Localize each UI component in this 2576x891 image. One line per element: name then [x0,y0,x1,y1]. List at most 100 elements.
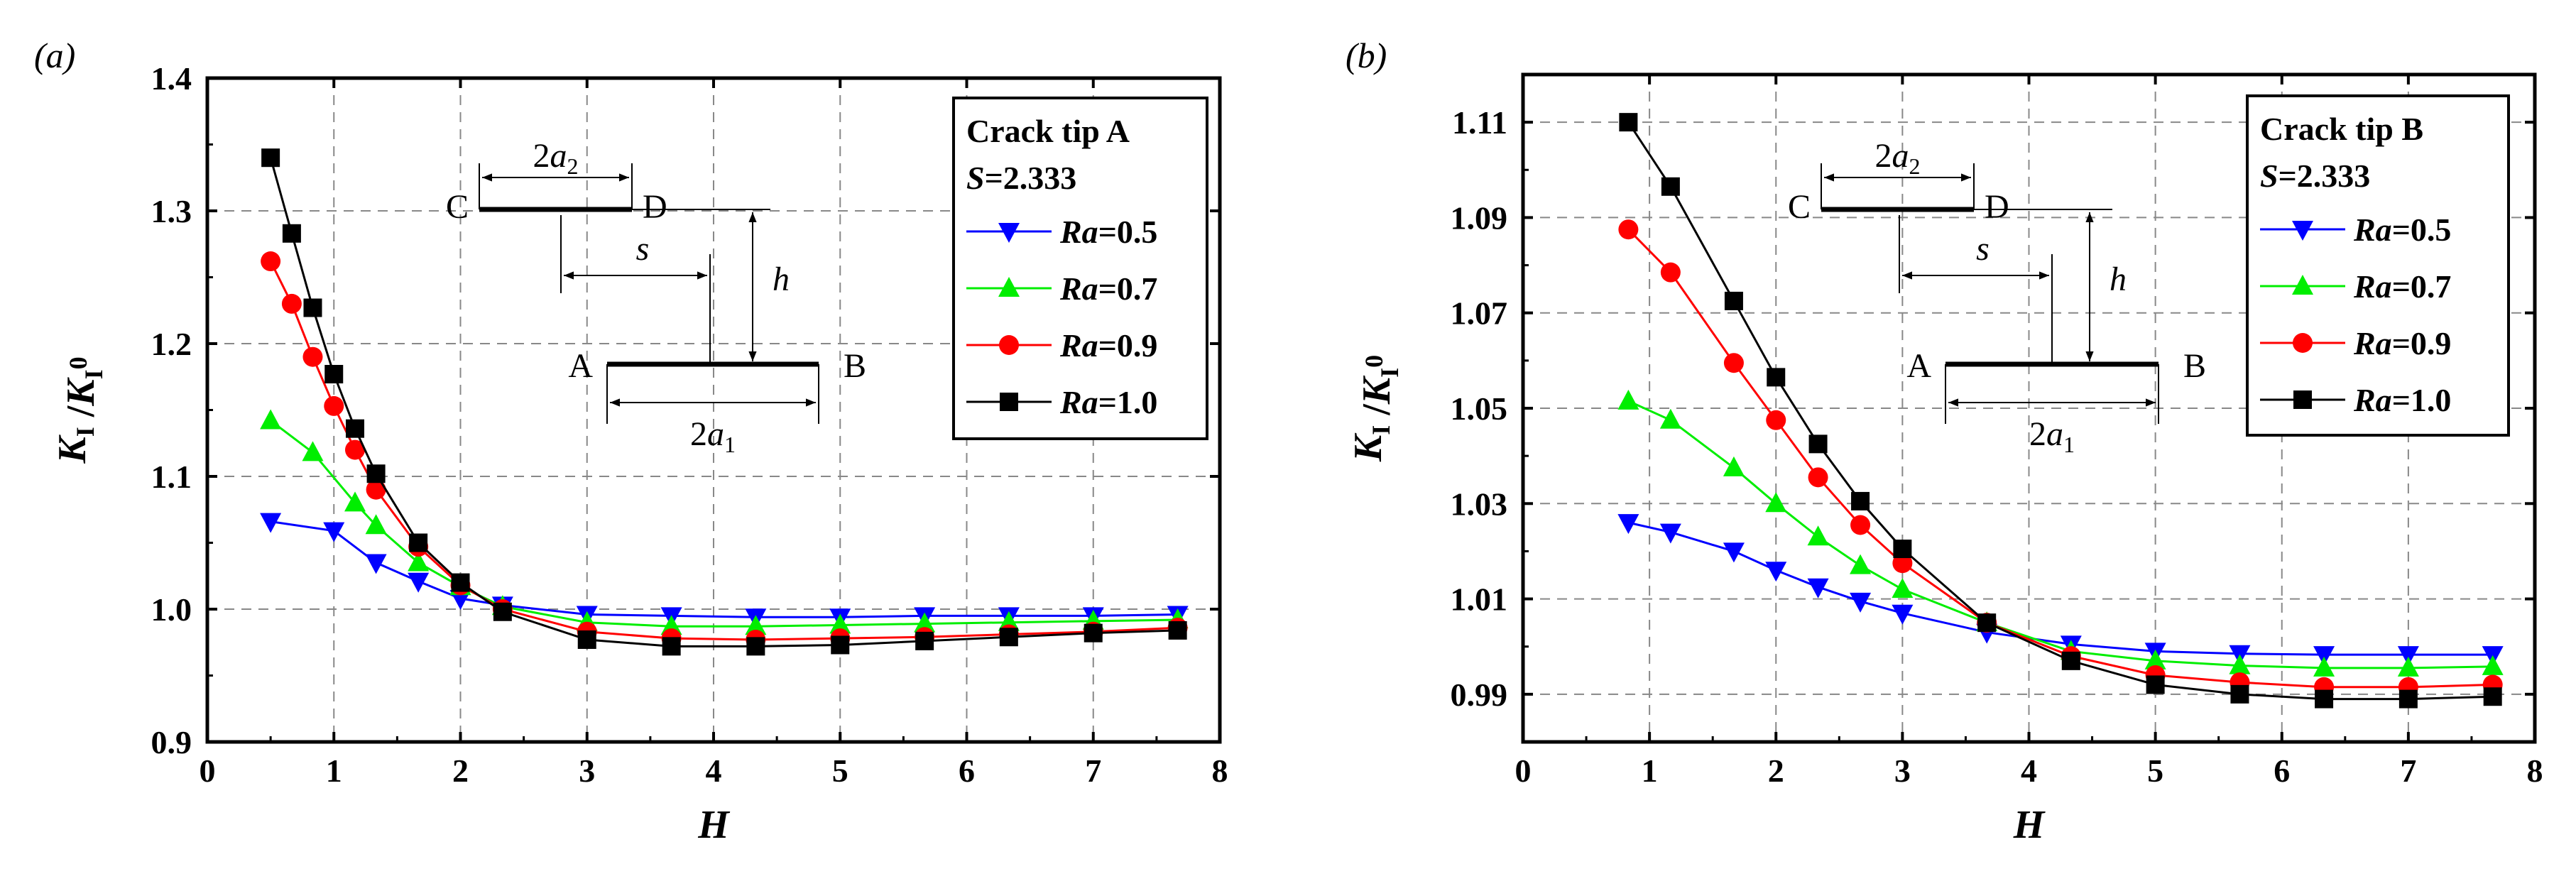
series-ra-1-0 [1619,113,2502,709]
data-point [1084,623,1103,643]
data-point [915,631,934,650]
x-axis-label: H [2013,803,2046,847]
label-2a2: 2a2 [533,137,579,179]
y-tick-label: 1.1 [151,459,192,495]
data-point [831,635,850,655]
panel-label: (b) [1346,35,1387,75]
y-tick-label: 1.4 [151,60,192,97]
data-point [1661,177,1680,196]
data-point [1765,562,1787,582]
data-point [746,637,765,656]
data-point [2229,654,2251,674]
inset-schematic [1821,163,2159,424]
data-point [745,615,767,635]
series-ra-0-7 [1617,389,2504,677]
label-2a1: 2a1 [2029,415,2075,457]
data-point [345,439,366,460]
data-point [346,419,365,438]
data-point [1723,353,1744,373]
data-point [1765,492,1787,513]
data-point [1766,410,1786,430]
data-point [260,513,282,533]
data-point [914,612,936,633]
data-point [662,637,681,656]
x-axis-label: H [697,803,730,847]
data-point [260,409,282,430]
legend-marker [998,277,1020,297]
legend-label: Ra=0.9 [2353,325,2451,361]
data-point [2313,646,2335,667]
y-tick-label: 1.3 [151,193,192,229]
y-axis-label: KI /KI0 [50,356,108,464]
data-point [1168,621,1187,640]
legend-entry: Ra=0.5 [2260,212,2451,248]
legend-marker [2293,390,2312,409]
data-point [1617,514,1639,535]
data-point [1619,113,1638,132]
data-point [2397,646,2419,667]
series-line [270,520,1178,618]
label-b: B [2183,347,2206,385]
x-tick-label: 0 [200,753,216,789]
legend-subtitle: S=2.333 [966,160,1076,196]
label-h: h [2110,261,2127,298]
label-d: D [643,188,667,226]
chart-panel-b: 0 1 2 3 4 5 6 7 8 0.99 1.01 1.03 1.05 1.07 1.09 1.11 H KI… [1346,35,2543,847]
label-s: s [636,230,650,268]
data-point [660,615,682,635]
series-line [1627,229,2493,689]
legend-marker [2292,221,2313,241]
legend-subtitle: S=2.333 [2260,158,2370,194]
y-tick-label: 1.03 [1451,486,1508,522]
label-a: A [1906,347,1931,385]
data-point [408,551,430,572]
data-point [2146,675,2165,694]
panel-label: (a) [34,35,75,75]
legend: Crack tip A S=2.333 Ra=0.5 Ra=0.7 Ra=0.9 Ra=1… [952,97,1208,440]
data-point [1807,578,1829,598]
x-tick-label: 3 [1894,753,1911,789]
data-point [1850,554,1872,574]
data-point [1850,515,1871,535]
data-point [1618,219,1639,240]
x-tick-label: 5 [2147,753,2163,789]
x-tick-label: 8 [1212,753,1228,789]
y-tick-label: 1.07 [1451,295,1508,332]
legend-label: Ra=0.9 [1059,327,1157,363]
label-c: C [1788,188,1811,226]
data-point [2315,689,2334,709]
data-point [1659,523,1681,544]
data-point [493,602,512,621]
y-tick-label: 1.01 [1451,581,1508,618]
x-tick-label: 4 [706,753,722,789]
data-point [366,464,386,483]
legend-label: Ra=1.0 [1059,384,1157,420]
data-point [2230,684,2249,704]
x-tick-label: 5 [832,753,848,789]
legend-entry: Ra=0.7 [966,270,1157,307]
data-point [324,395,344,416]
legend-title: Crack tip A [966,113,1130,149]
series-ra-0-5 [1617,514,2504,667]
data-point [999,628,1018,647]
data-point [1723,456,1745,476]
legend-marker [1000,393,1018,411]
inset-schematic [479,163,819,424]
x-tick-label: 7 [1085,753,1101,789]
y-tick-label: 1.0 [151,591,192,628]
x-tick-label: 6 [959,753,975,789]
series-ra-0-5 [260,513,1189,629]
label-a: A [568,347,593,385]
data-point [365,514,387,535]
label-h: h [773,261,790,298]
legend-label: Ra=0.7 [1059,270,1157,307]
data-point [344,491,366,512]
data-point [408,572,430,593]
data-point [261,251,281,272]
legend-entry: Ra=0.5 [966,214,1157,250]
label-d: D [1985,188,2009,226]
data-point [2144,649,2166,669]
x-tick-label: 8 [2527,753,2543,789]
y-axis-label: KI /KI0 [1346,355,1404,462]
